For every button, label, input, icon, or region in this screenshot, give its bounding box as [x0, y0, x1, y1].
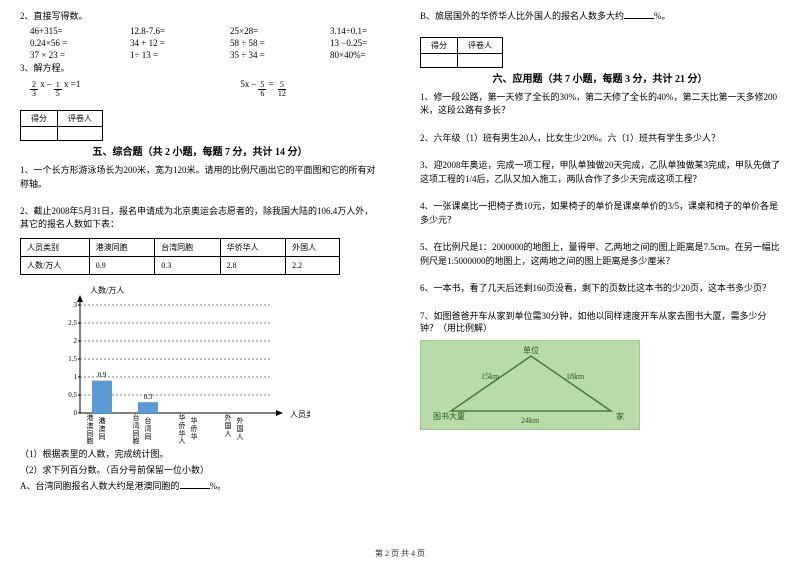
xlabel: 外国人 [218, 415, 238, 446]
q6-7: 7、如图爸爸开车从家到单位需30分钟，如他以同样速度开车从家去图书大厦，需多少分… [420, 310, 780, 335]
frac-d: 12 [276, 90, 288, 98]
subA-text: A、台湾同胞报名人数大约是港澳同胞的 [20, 481, 180, 491]
triangle-diagram: 单位 15km 18km 24km 图书大厦 家 [420, 340, 640, 430]
calc: 0.24×56 = [30, 38, 100, 48]
score-h1: 得分 [21, 111, 58, 127]
score-h2: 评卷人 [458, 37, 503, 53]
calc: 46+315= [30, 26, 100, 36]
sub1: （1）根据表里的人数，完成统计图。 [20, 448, 380, 461]
xlabel: 华侨华人 [172, 415, 192, 446]
bar-chart: 人数/万人 0 0.5 1 1.5 2 2.5 3 [50, 283, 310, 443]
th: 人员类别 [21, 239, 90, 257]
th: 港澳同胞 [89, 239, 154, 257]
svg-text:2: 2 [74, 337, 78, 345]
q6-6: 6、一本书，看了几天后还剩160页没看，剩下的页数比这本书的少20页，这本书多少… [420, 282, 780, 296]
frac-d: 5 [54, 90, 62, 98]
svg-text:0: 0 [74, 409, 78, 417]
calc: 58 ÷ 58 = [230, 38, 300, 48]
xlabel: 台湾同胞 [126, 415, 146, 446]
subB-suffix: %。 [654, 11, 671, 21]
tri-bottom: 24km [521, 416, 540, 425]
calc: 1÷ 13 = [130, 50, 200, 60]
subA-suffix: %。 [210, 481, 227, 491]
score-table: 得分评卷人 [20, 110, 103, 141]
eq-mid: = [269, 79, 274, 89]
score-h1: 得分 [421, 37, 458, 53]
calc-row-1: 46+315= 12.8-7.6= 25×28= 3.14÷0.1= [20, 26, 380, 36]
eq-pre: 5x – [240, 79, 256, 89]
calc: 25×28= [230, 26, 300, 36]
tri-left: 15km [481, 372, 500, 381]
equations: 23 x – 15 x =1 5x – 56 = 512 [20, 79, 380, 98]
q6-1: 1、修一段公路，第一天修了全长的30%，第二天修了全长的40%，第二天比第一天多… [420, 91, 780, 118]
s5-q1: 1、一个长方形游泳场长为200米，宽为120米。请用的比例尺画出它的平面图和它的… [20, 164, 380, 191]
bar-1 [92, 381, 112, 413]
frac-d: 6 [258, 90, 266, 98]
sub2: （2）求下列百分数。（百分号前保留一位小数） [20, 464, 380, 477]
th: 台湾同胞 [155, 239, 220, 257]
calc: 37 × 23 = [30, 50, 100, 60]
td: 2.2 [286, 257, 340, 275]
frac-d: 3 [30, 90, 38, 98]
eq-rest: x =1 [64, 79, 80, 89]
q6-3: 3、迎2008年奥运，完成一项工程，甲队单独做20天完成，乙队单独做某3完成，甲… [420, 159, 780, 186]
score-table-r: 得分评卷人 [420, 37, 503, 68]
td: 0.3 [155, 257, 220, 275]
svg-text:人员类别: 人员类别 [290, 409, 310, 419]
q6-5: 5、在比例尺是1：2000000的地图上，量得甲、乙两地之间的图上距离是7.5c… [420, 241, 780, 268]
svg-text:1.5: 1.5 [68, 355, 77, 363]
calc: 34 + 12 = [130, 38, 200, 48]
svg-text:1: 1 [74, 373, 78, 381]
subA: A、台湾同胞报名人数大约是港澳同胞的 %。 [20, 480, 380, 493]
data-table: 人员类别 港澳同胞 台湾同胞 华侨华人 外国人 人数/万人 0.9 0.3 2.… [20, 238, 340, 275]
q6-2: 2、六年级（1）班有男生20人，比女生少20%。六（1）班共有学生多少人？ [420, 132, 780, 146]
svg-text:0.3: 0.3 [144, 393, 153, 401]
calc: 35 ÷ 34 = [230, 50, 300, 60]
eq1: 23 x – 15 x =1 [30, 79, 80, 98]
calc: 13 −0.25= [330, 38, 400, 48]
svg-text:0.9: 0.9 [98, 371, 107, 379]
bar-2 [138, 403, 158, 414]
ylabel: 人数/万人 [90, 285, 124, 295]
calc-row-2: 0.24×56 = 34 + 12 = 58 ÷ 58 = 13 −0.25= [20, 38, 380, 48]
xlabel: 港澳同胞 [80, 415, 100, 446]
page-footer: 第 2 页 共 4 页 [0, 548, 800, 559]
tri-br: 家 [616, 411, 624, 421]
tri-bl: 图书大厦 [433, 411, 465, 421]
score-h2: 评卷人 [58, 111, 103, 127]
calc: 12.8-7.6= [130, 26, 200, 36]
section6-title: 六、应用题（共 7 小题，每题 3 分，共计 21 分） [420, 70, 780, 85]
subB-text: B、旅居国外的华侨华人比外国人的报名人数多大约 [420, 11, 624, 21]
q6-4: 4、一张课桌比一把椅子贵10元，如果椅子的单价是课桌单价的3/5，课桌和椅子的单… [420, 200, 780, 227]
tri-top: 单位 [523, 345, 539, 355]
svg-text:3: 3 [74, 301, 78, 309]
calc: 80×40%= [330, 50, 400, 60]
svg-text:0.5: 0.5 [68, 391, 77, 399]
q3-title: 3、解方程。 [20, 62, 380, 75]
q2-title: 2、直接写得数。 [20, 10, 380, 23]
s5-q2: 2、截止2008年5月31日，报名申请成为北京奥运会志愿者的，除我国大陆的106… [20, 205, 380, 230]
td: 2.8 [220, 257, 285, 275]
eq2: 5x – 56 = 512 [240, 79, 288, 98]
tri-right: 18km [566, 372, 585, 381]
td: 人数/万人 [21, 257, 90, 275]
svg-text:2.5: 2.5 [68, 319, 77, 327]
subB: B、旅居国外的华侨华人比外国人的报名人数多大约 %。 [420, 10, 780, 23]
calc: 3.14÷0.1= [330, 26, 400, 36]
section5-title: 五、综合题（共 2 小题，每题 7 分，共计 14 分） [20, 143, 380, 158]
calc-row-3: 37 × 23 = 1÷ 13 = 35 ÷ 34 = 80×40%= [20, 50, 380, 60]
blank[interactable] [624, 10, 654, 19]
td: 0.9 [89, 257, 154, 275]
th: 外国人 [286, 239, 340, 257]
th: 华侨华人 [220, 239, 285, 257]
blank[interactable] [180, 480, 210, 489]
